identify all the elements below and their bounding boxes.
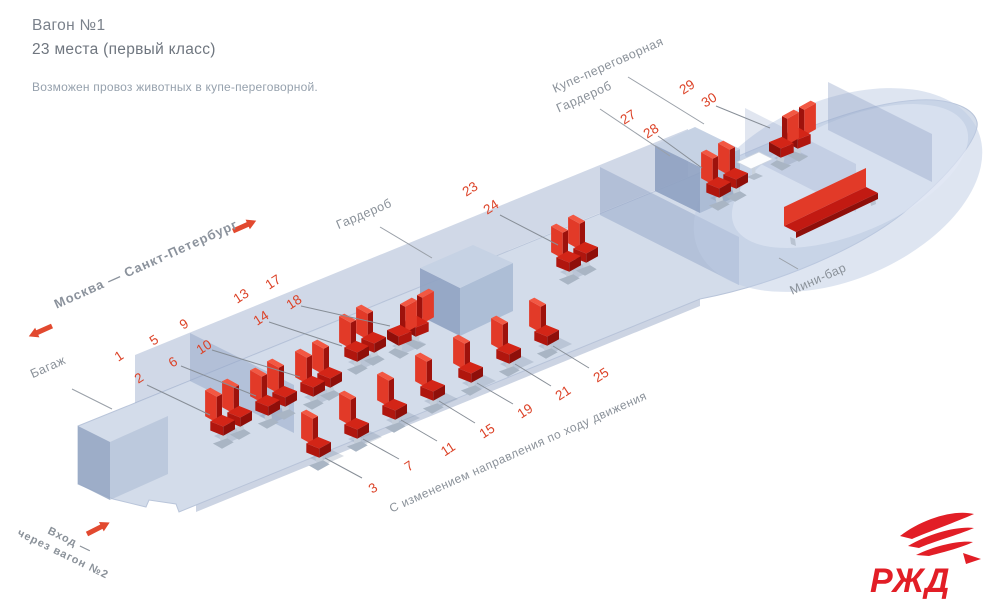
leader-line	[657, 135, 703, 169]
header: Вагон №1 23 места (первый класс) Возможе…	[32, 17, 318, 94]
seat-9-10[interactable]	[295, 339, 342, 410]
leader-line	[476, 382, 514, 405]
page-subtitle: 23 места (первый класс)	[32, 41, 216, 58]
seat-3[interactable]	[301, 409, 344, 471]
leader-line	[146, 384, 211, 416]
rzd-logo-text: РЖД	[870, 562, 950, 600]
leader-line	[778, 257, 799, 270]
leader-line	[599, 108, 671, 157]
leader-line	[300, 305, 391, 327]
leader-line	[499, 214, 559, 246]
minibar-sofa[interactable]	[784, 168, 878, 246]
leader-line	[438, 400, 476, 424]
seat-19[interactable]	[453, 334, 496, 396]
meeting-table	[736, 151, 774, 180]
leader-line	[400, 419, 438, 442]
seat-15[interactable]	[415, 352, 458, 414]
wardrobe-box	[420, 245, 513, 336]
route-arrow-right	[231, 219, 257, 234]
leader-line	[715, 105, 771, 129]
leader-line	[211, 349, 301, 378]
seat-11[interactable]	[377, 371, 420, 433]
pets-note: Возможен провоз животных в купе-перегово…	[32, 80, 318, 94]
seat-13-14[interactable]	[339, 304, 386, 375]
rzd-wing-feather	[908, 527, 974, 548]
vestibule-inner-wall	[110, 416, 168, 500]
vestibule-end-wall	[78, 426, 110, 500]
seat-27-28[interactable]	[701, 140, 748, 211]
leader-line	[379, 226, 433, 259]
seat-21[interactable]	[491, 315, 534, 377]
page-title: Вагон №1	[32, 17, 106, 34]
leader-line	[71, 388, 113, 410]
nose-end-partition	[828, 82, 932, 182]
rzd-wing-beak	[963, 553, 981, 564]
leader-line	[552, 345, 590, 369]
route-arrow-left	[28, 323, 54, 338]
seat-23-24[interactable]	[551, 214, 598, 285]
rzd-wing-feather	[900, 512, 974, 539]
rzd-wing-feather	[916, 541, 973, 556]
leader-line	[362, 438, 400, 460]
leader-line	[514, 363, 552, 387]
leader-line	[627, 76, 705, 125]
seat-7[interactable]	[339, 390, 382, 452]
seat-17-18[interactable]	[387, 288, 434, 359]
rzd-logo: РЖД	[870, 512, 981, 600]
leader-line	[180, 365, 257, 397]
seat-29-30[interactable]	[769, 100, 816, 171]
leader-line	[268, 321, 343, 347]
back-wall	[135, 129, 688, 403]
entrance-arrow	[85, 521, 110, 537]
leader-line	[324, 457, 363, 479]
seat-25[interactable]	[529, 297, 572, 359]
